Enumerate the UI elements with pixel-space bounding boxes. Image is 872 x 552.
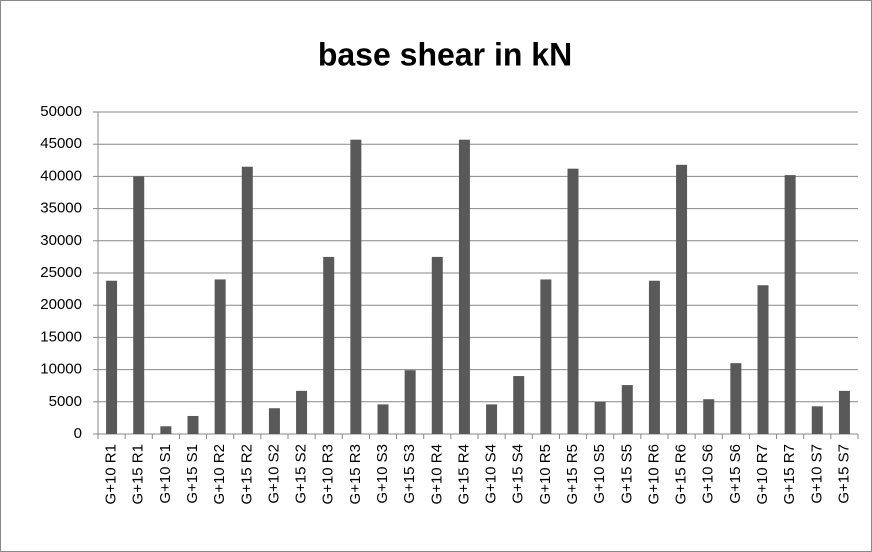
y-tick-label: 10000 xyxy=(40,361,82,378)
bar xyxy=(676,164,688,435)
x-tick-label: G+15 R4 xyxy=(455,444,472,504)
x-tick-label: G+15 S4 xyxy=(510,444,527,504)
y-tick-label: 20000 xyxy=(40,296,82,313)
x-tick-label: G+15 S7 xyxy=(835,444,852,504)
x-tick-label: G+15 R1 xyxy=(130,444,147,504)
x-tick-label: G+10 R1 xyxy=(103,444,120,504)
bar xyxy=(133,176,145,434)
x-tick-label: G+15 S1 xyxy=(184,444,201,504)
bar xyxy=(486,404,498,434)
x-tick-label: G+15 R5 xyxy=(564,444,581,504)
y-tick-label: 30000 xyxy=(40,232,82,249)
x-tick-label: G+15 S6 xyxy=(727,444,744,504)
bar xyxy=(811,406,823,434)
bar xyxy=(784,175,796,434)
bar xyxy=(513,376,525,434)
x-tick-label: G+10 R4 xyxy=(428,444,445,504)
y-tick-label: 35000 xyxy=(40,200,82,217)
y-tick-label: 50000 xyxy=(40,103,82,120)
bar xyxy=(296,390,308,434)
bar xyxy=(648,280,660,434)
bar xyxy=(187,415,199,434)
bar xyxy=(350,139,362,434)
x-tick-label: G+10 R3 xyxy=(320,444,337,504)
bar xyxy=(268,408,280,434)
chart-title: base shear in kN xyxy=(318,36,572,72)
y-tick-label: 25000 xyxy=(40,264,82,281)
y-tick-label: 40000 xyxy=(40,167,82,184)
x-tick-label: G+10 S4 xyxy=(483,444,500,504)
x-tick-label: G+10 S7 xyxy=(808,444,825,504)
bar xyxy=(404,370,416,434)
x-tick-label: G+15 S2 xyxy=(293,444,310,504)
x-tick-label: G+10 S3 xyxy=(374,444,391,504)
x-tick-label: G+10 R2 xyxy=(211,444,228,504)
bar xyxy=(757,285,769,434)
x-tick-label: G+10 R5 xyxy=(537,444,554,504)
bar xyxy=(594,401,606,434)
x-tick-label: G+10 S2 xyxy=(265,444,282,504)
bar xyxy=(838,390,850,434)
x-tick-label: G+15 S3 xyxy=(401,444,418,504)
x-tick-label: G+10 R6 xyxy=(645,444,662,504)
x-tick-label: G+15 R3 xyxy=(347,444,364,504)
y-tick-label: 15000 xyxy=(40,328,82,345)
bar xyxy=(540,279,552,434)
bar xyxy=(703,399,715,434)
y-tick-label: 0 xyxy=(74,425,82,442)
bar xyxy=(160,426,172,434)
bar xyxy=(567,168,579,434)
x-tick-label: G+15 R7 xyxy=(781,444,798,504)
bar xyxy=(323,256,335,434)
x-tick-label: G+10 S6 xyxy=(700,444,717,504)
x-tick-label: G+10 S5 xyxy=(591,444,608,504)
y-tick-label: 5000 xyxy=(49,393,82,410)
x-tick-label: G+10 S1 xyxy=(157,444,174,504)
bar xyxy=(621,385,633,434)
y-tick-label: 45000 xyxy=(40,135,82,152)
bar xyxy=(730,363,742,434)
bar xyxy=(106,280,118,434)
bar xyxy=(377,404,389,434)
bar xyxy=(214,279,226,434)
x-tick-label: G+15 S5 xyxy=(618,444,635,504)
x-tick-label: G+15 R6 xyxy=(673,444,690,504)
bar xyxy=(431,256,443,434)
x-tick-label: G+15 R2 xyxy=(238,444,255,504)
x-tick-label: G+10 R7 xyxy=(754,444,771,504)
bar xyxy=(241,166,253,435)
bar xyxy=(458,139,470,434)
